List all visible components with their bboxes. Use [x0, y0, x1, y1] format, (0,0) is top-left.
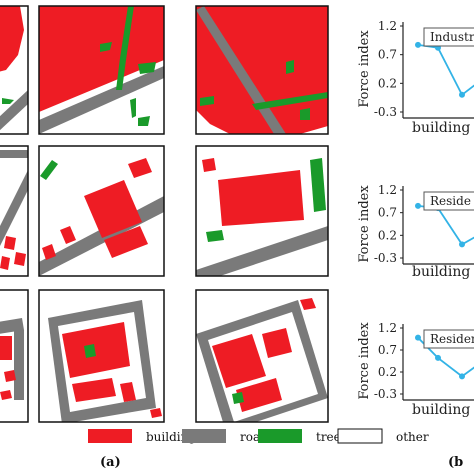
series-line	[417, 204, 474, 246]
category-label: Reside	[430, 194, 471, 208]
category-label: Residen	[430, 332, 474, 346]
map-tile-r2c2	[39, 146, 164, 276]
map-tile-r1c3	[196, 6, 328, 134]
map-tile-r3c2	[39, 290, 164, 422]
series-line	[417, 44, 474, 97]
data-point	[415, 41, 421, 48]
legend-label-other: other	[396, 430, 429, 444]
map-tile-r3c3	[196, 290, 328, 422]
category-box	[423, 191, 474, 211]
x-axis-label: building r	[412, 264, 474, 280]
y-tick-label: -0.3	[374, 251, 397, 265]
y-tick-label: 1.2	[378, 19, 397, 33]
y-axis-label: Force index	[357, 30, 372, 108]
y-tick-label: 0.7	[378, 343, 397, 357]
y-tick-label: 1.2	[378, 321, 397, 335]
data-point	[415, 202, 421, 209]
panel-label-b: (b	[448, 455, 463, 470]
map-tile-r1c2	[39, 6, 164, 134]
legend-swatch-building	[88, 429, 132, 443]
map-tile-r2c3	[196, 146, 328, 276]
category-box	[423, 27, 474, 47]
y-axis-label: Force index	[357, 322, 372, 400]
y-tick-label: -0.3	[374, 387, 397, 401]
legend-swatch-other	[337, 428, 383, 444]
data-point	[459, 241, 465, 248]
y-tick-label: 1.2	[378, 183, 397, 197]
x-axis-label: building r	[412, 402, 474, 418]
panel-label-a: (a)	[100, 455, 121, 470]
y-tick-label: 0.2	[378, 365, 397, 379]
y-tick-label: 0.7	[378, 206, 397, 220]
data-point	[435, 354, 441, 361]
data-point	[415, 334, 421, 341]
category-box	[423, 329, 474, 349]
x-axis-label: building r	[412, 120, 474, 136]
map-tile-r3c1	[0, 290, 28, 422]
data-point	[459, 91, 465, 98]
legend-swatch-tree	[258, 429, 302, 443]
legend-swatch-road	[182, 429, 226, 443]
y-tick-label: 0.7	[378, 48, 397, 62]
y-axis-label: Force index	[357, 185, 372, 263]
map-tile-r2c1	[0, 146, 28, 276]
y-tick-label: 0.2	[378, 228, 397, 242]
y-tick-label: -0.3	[374, 105, 397, 119]
legend: building road tree other	[88, 428, 429, 444]
map-tile-r1c1	[0, 6, 28, 134]
data-point	[459, 373, 465, 380]
legend-label-tree: tree	[316, 430, 341, 444]
category-label: Industri	[430, 30, 474, 44]
y-tick-label: 0.2	[378, 76, 397, 90]
